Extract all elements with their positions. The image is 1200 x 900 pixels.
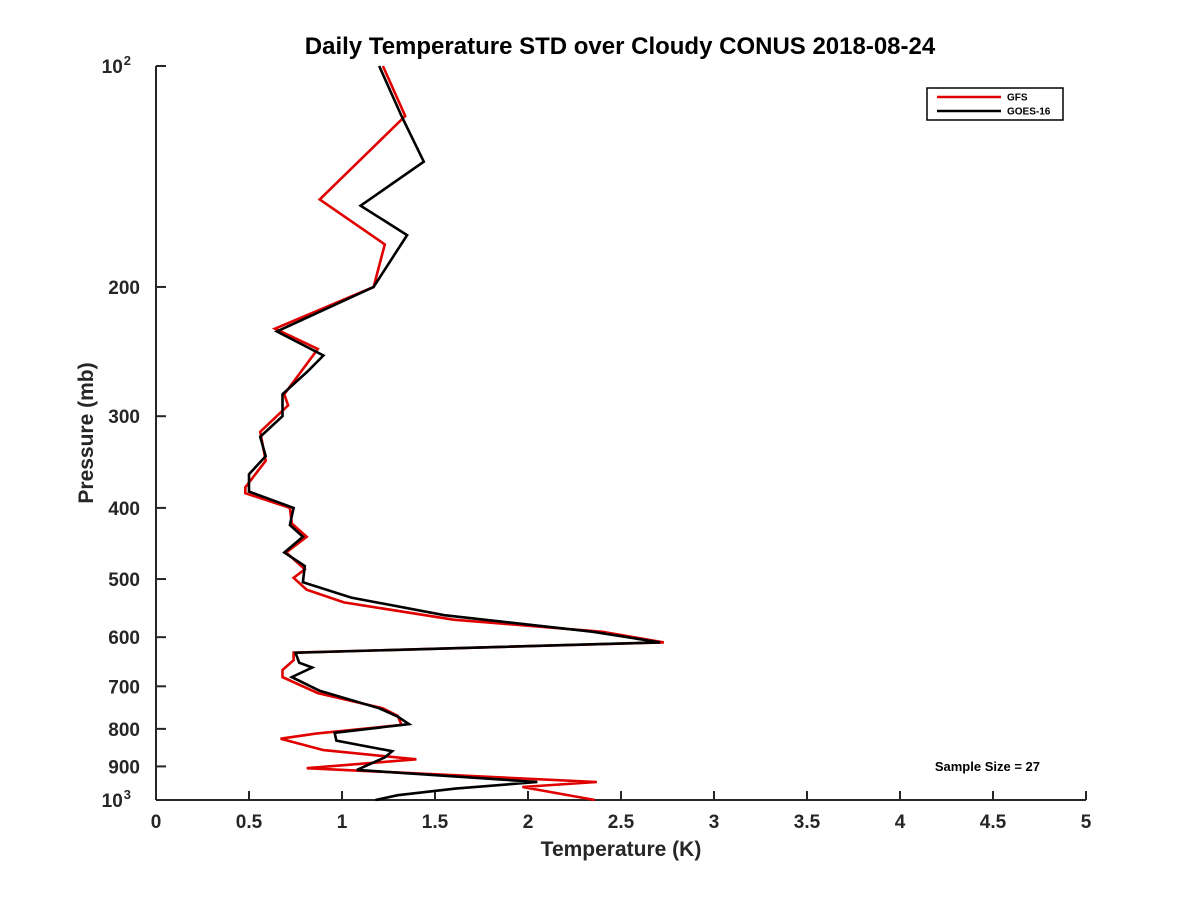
x-tick-label: 3.5 [794,812,821,833]
sample-size-annotation: Sample Size = 27 [935,759,1040,774]
y-axis-label: Pressure (mb) [75,362,98,503]
series-line-goes16 [247,65,661,802]
y-tick-label: 300 [108,407,140,428]
x-tick-label: 0 [151,812,162,833]
y-tick-label: 200 [108,278,140,299]
x-tick-label: 4 [895,812,906,833]
y-tick-label: 600 [108,628,140,649]
y-tick-label: 102 [102,53,131,78]
series-line-gfs [244,65,665,802]
x-tick-label: 4.5 [980,812,1007,833]
x-tick-label: 1.5 [422,812,449,833]
series-layer [244,65,665,802]
y-tick-label: 400 [108,499,140,520]
y-ticks: 102 200 300 400 500 600 700 800 900 103 [102,53,166,812]
x-tick-label: 1 [337,812,348,833]
axes [155,66,1086,801]
chart-title: Daily Temperature STD over Cloudy CONUS … [305,33,936,60]
x-ticks: 0 0.5 1 1.5 2 2.5 3 3.5 4 4.5 5 [151,791,1092,833]
y-tick-label: 800 [108,720,140,741]
x-tick-label: 3 [709,812,720,833]
y-tick-label: 500 [108,570,140,591]
x-tick-label: 5 [1081,812,1092,833]
x-tick-label: 2.5 [608,812,635,833]
x-tick-label: 0.5 [236,812,263,833]
x-tick-label: 2 [523,812,534,833]
legend-box [926,87,1064,121]
y-tick-label: 900 [108,757,140,778]
legend: GFS GOES-16 [926,87,1064,121]
x-axis-label: Temperature (K) [541,838,702,861]
y-tick-label: 103 [102,787,131,812]
legend-label-goes16: GOES-16 [1007,107,1051,118]
y-tick-label: 700 [108,677,140,698]
legend-label-gfs: GFS [1007,93,1028,104]
